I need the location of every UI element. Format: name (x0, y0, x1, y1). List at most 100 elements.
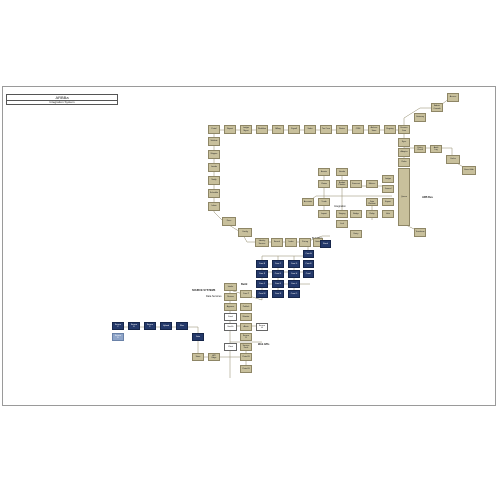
diagram-node[interactable]: Link (336, 220, 348, 228)
diagram-node[interactable]: Notify (208, 176, 220, 185)
diagram-node[interactable]: Source B (240, 333, 252, 341)
diagram-node[interactable]: Source A (256, 323, 268, 331)
diagram-node[interactable]: Gate (192, 333, 204, 341)
diagram-node[interactable]: Claims (318, 180, 330, 188)
connector (404, 147, 469, 171)
diagram-node[interactable]: Intake (224, 283, 237, 291)
diagram-node[interactable]: Config (238, 228, 252, 237)
diagram-node[interactable]: Core F (256, 270, 268, 278)
diagram-node[interactable]: Core K (272, 280, 284, 288)
diagram-node[interactable]: Event Hub (462, 166, 476, 175)
diagram-node[interactable]: Alerts (240, 323, 252, 331)
diagram-node[interactable]: Identity Service (255, 238, 269, 247)
diagram-node[interactable]: Core E (303, 260, 314, 268)
label-arb-bus: ARB Bus (422, 196, 433, 199)
diagram-node[interactable]: Source F (144, 322, 156, 330)
diagram-node[interactable]: Access (447, 93, 459, 102)
diagram-node[interactable]: Core M (256, 290, 268, 298)
diagram-node[interactable]: Pricing (299, 238, 311, 247)
diagram-node[interactable]: Portal B (240, 353, 252, 361)
diagram-node[interactable]: Store (192, 353, 204, 361)
diagram-node[interactable]: Budget Planner (336, 180, 348, 188)
diagram-node[interactable]: Router (336, 125, 348, 134)
diagram-node[interactable]: CRM (352, 125, 364, 134)
diagram-node[interactable]: Gateway (414, 113, 426, 122)
diagram-node[interactable]: Report (224, 125, 236, 134)
diagram-node[interactable]: Validate (208, 137, 220, 146)
diagram-node[interactable]: Tax Core (320, 125, 332, 134)
diagram-node[interactable]: Publish (240, 303, 252, 311)
diagram-node[interactable]: Registry (384, 125, 396, 134)
diagram-node[interactable]: Core I (303, 270, 314, 278)
label-source-systems: SOURCE SYSTEMS (192, 289, 216, 292)
diagram-node[interactable]: Staging (336, 210, 348, 218)
diagram-node[interactable]: Archive Store (368, 125, 380, 134)
diagram-node[interactable]: Core D (288, 260, 300, 268)
diagram-node[interactable]: Forecast (350, 180, 362, 188)
diagram-node[interactable]: Docs (222, 217, 236, 226)
diagram-node[interactable]: Transform (414, 228, 426, 237)
diagram-node[interactable]: API Edge (208, 353, 220, 361)
diagram-node[interactable]: Journal (382, 185, 394, 193)
diagram-node[interactable]: Ledger Mgmt (240, 125, 252, 134)
diagram-node[interactable]: Source E (128, 322, 140, 330)
diagram-node[interactable]: Queue (398, 168, 410, 226)
diagram-node[interactable]: Core J (256, 280, 268, 288)
diagram-node[interactable]: Core H (288, 270, 300, 278)
diagram-node[interactable]: Entry (350, 230, 362, 238)
diagram-node[interactable]: Core B (256, 260, 268, 268)
diagram-node[interactable]: Portal (208, 125, 220, 134)
diagram-node[interactable]: Monitor (240, 313, 252, 321)
diagram-node[interactable]: Export (382, 198, 394, 206)
diagram-node[interactable]: Ledger (382, 175, 394, 183)
diagram-node[interactable]: Sales (304, 125, 316, 134)
diagram-node[interactable]: Approve (224, 303, 237, 311)
diagram-node[interactable]: Audit Log (430, 145, 442, 153)
diagram-node[interactable]: Feed (224, 313, 237, 321)
diagram-node[interactable]: Core O (288, 290, 300, 298)
diagram-node[interactable]: Sync (398, 138, 410, 147)
diagram-node[interactable]: Relay (366, 210, 378, 218)
diagram-node[interactable]: Schedule (208, 189, 220, 198)
diagram-node[interactable]: Metrics (366, 180, 378, 188)
diagram-node[interactable]: Mapper (208, 150, 220, 159)
diagram-node[interactable]: Core P (240, 290, 252, 298)
diagram-node[interactable]: Review (224, 293, 237, 301)
diagram-node[interactable]: Policy Check (414, 145, 426, 153)
diagram-node[interactable]: Upload (160, 322, 172, 330)
diagram-node[interactable]: Core L (288, 280, 300, 288)
diagram-node[interactable]: Core A (303, 250, 314, 258)
diagram-node[interactable]: Index (285, 238, 297, 247)
diagram-node[interactable]: Health (224, 323, 237, 331)
diagram-node[interactable]: Rules (398, 158, 410, 167)
diagram-node[interactable]: Core G (272, 270, 284, 278)
diagram-node[interactable]: Cache (446, 155, 460, 164)
diagram-node[interactable]: Workflow (256, 125, 268, 134)
diagram-node[interactable]: Master Data Platform (366, 198, 378, 206)
diagram-node[interactable]: Stock (320, 240, 331, 248)
diagram-node[interactable]: Import (318, 210, 330, 218)
diagram-node[interactable]: Admin Console (431, 103, 443, 112)
diagram-node[interactable]: Source D (112, 333, 124, 341)
diagram-node[interactable]: Trade (318, 198, 330, 206)
diagram-node[interactable]: Hub (382, 210, 394, 218)
diagram-node[interactable]: Bridge (350, 210, 362, 218)
diagram-node[interactable]: Core N (272, 290, 284, 298)
diagram-node[interactable]: Assets (318, 168, 330, 176)
diagram-node[interactable]: Billing (272, 125, 284, 134)
diagram-node[interactable]: Payroll (288, 125, 300, 134)
title-block: ARBBa Integration System (6, 94, 118, 105)
diagram-node[interactable]: Inbox (208, 202, 220, 211)
diagram-node[interactable]: Service Desk (240, 343, 252, 351)
diagram-node[interactable]: Finance Core (398, 125, 410, 134)
diagram-node[interactable]: Vendor (336, 168, 348, 176)
diagram-node[interactable]: Client (224, 343, 237, 351)
diagram-node[interactable]: Adapter (398, 148, 410, 157)
diagram-node[interactable]: Portal B (240, 365, 252, 373)
diagram-node[interactable]: Search (271, 238, 283, 247)
diagram-node[interactable]: Source C (112, 322, 124, 330)
diagram-node[interactable]: Loader (208, 163, 220, 172)
diagram-node[interactable]: Accounts (302, 198, 314, 206)
diagram-node[interactable]: Files (176, 322, 188, 330)
diagram-node[interactable]: Core C (272, 260, 284, 268)
